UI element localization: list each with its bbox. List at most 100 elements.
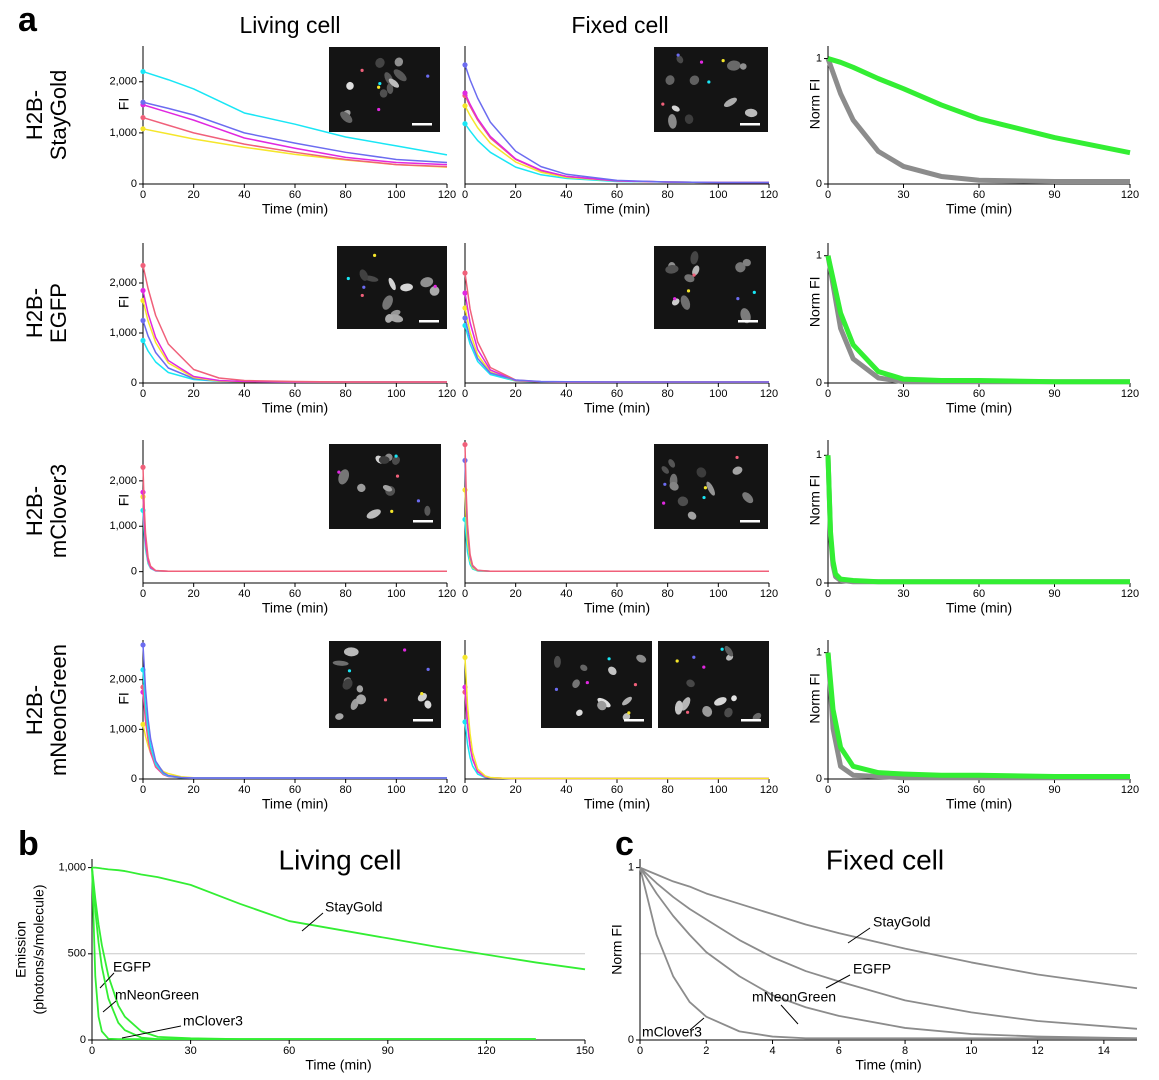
y-tick-label: 1 [816,647,822,659]
y-tick-label: 2,000 [109,76,137,88]
nucleus [343,647,359,657]
roi-dot [372,253,377,257]
series-line [464,721,769,780]
x-tick-label: 60 [283,1045,295,1057]
y-tick-label: 0 [816,178,822,190]
nucleus [394,57,404,67]
roi-dot [420,692,424,696]
roi-dot [416,499,421,503]
nucleus [429,286,440,296]
x-axis-label: Time (min) [262,201,328,217]
x-tick-label: 0 [140,388,146,400]
nucleus [689,75,700,86]
nucleus [684,114,694,124]
roi-dot [752,290,756,294]
y-axis-label: FI [116,494,132,506]
series-line [639,866,1138,1030]
x-tick-label: 20 [188,388,200,400]
start-marker [140,287,146,294]
y-tick-label: 1 [816,449,822,461]
x-tick-label: 100 [387,784,405,796]
scale-bar [419,320,439,323]
nucleus [665,75,675,85]
x-tick-label: 2 [703,1045,709,1057]
roi-dot [346,276,350,281]
roi-dot [692,655,696,659]
y-tick-label: 0 [816,577,822,589]
x-tick-label: 120 [760,588,778,600]
annotation-leader [99,972,115,989]
nucleus [661,466,670,474]
x-axis-label: Time (min) [946,600,1012,616]
y-tick-label: 0 [131,178,137,190]
x-tick-label: 100 [709,588,727,600]
x-tick-label: 120 [760,189,778,201]
y-tick-label: 1,000 [109,723,137,735]
x-tick-label: 0 [462,388,468,400]
roi-dot [337,470,341,474]
panel-label: c [615,825,634,863]
x-tick-label: 30 [897,588,909,600]
x-tick-label: 120 [1121,388,1139,400]
y-axis-label: Norm FI [807,277,823,328]
nucleus [680,697,691,711]
start-marker [462,121,468,127]
nucleus [665,264,679,274]
x-tick-label: 100 [387,189,405,201]
nucleus [400,283,413,292]
nucleus [636,654,647,663]
series-line [464,444,769,572]
x-tick-label: 120 [438,784,456,796]
start-marker [140,126,146,132]
y-tick-label: 1,000 [58,862,86,874]
y-tick-label: 1,000 [109,327,137,339]
nucleus [382,485,393,492]
nucleus [622,713,631,721]
roi-dot [395,474,400,478]
row-label: H2B- [22,288,47,338]
x-tick-label: 40 [238,388,250,400]
nucleus [702,705,713,717]
nucleus [706,481,715,496]
x-tick-label: 120 [438,189,456,201]
roi-dot [661,102,665,106]
scale-bar [740,520,760,523]
series-line [142,101,448,164]
roi-dot [394,454,398,458]
nucleus [424,700,432,709]
roi-dot [403,648,407,652]
nucleus [692,265,700,276]
row-label: H2B- [22,486,47,536]
x-tick-label: 20 [510,784,522,796]
x-tick-label: 20 [188,588,200,600]
x-tick-label: 60 [289,388,301,400]
x-tick-label: 0 [462,189,468,201]
y-tick-label: 1,000 [109,520,137,532]
nucleus [752,712,762,721]
y-tick-label: 0 [131,773,137,785]
x-tick-label: 60 [973,784,985,796]
x-axis-label: Time (min) [584,600,650,616]
nucleus [744,108,758,118]
x-axis-label: Time (min) [584,400,650,416]
roi-dot [377,85,381,89]
micrograph-background [541,641,652,728]
x-tick-label: 150 [576,1045,594,1057]
nucleus [742,492,754,504]
x-tick-label: 0 [825,588,831,600]
start-marker [462,305,468,311]
x-tick-label: 120 [760,388,778,400]
x-tick-label: 0 [140,588,146,600]
x-tick-label: 20 [510,388,522,400]
y-tick-label: 0 [80,1034,86,1046]
micrograph [658,641,769,728]
nucleus [671,298,680,306]
scale-bar [741,719,761,722]
start-marker [462,441,468,448]
y-axis-label: Norm FI [807,79,823,130]
start-marker [462,62,468,68]
y-tick-label: 500 [68,948,86,960]
nucleus [677,496,689,507]
panel-label: b [18,825,39,863]
